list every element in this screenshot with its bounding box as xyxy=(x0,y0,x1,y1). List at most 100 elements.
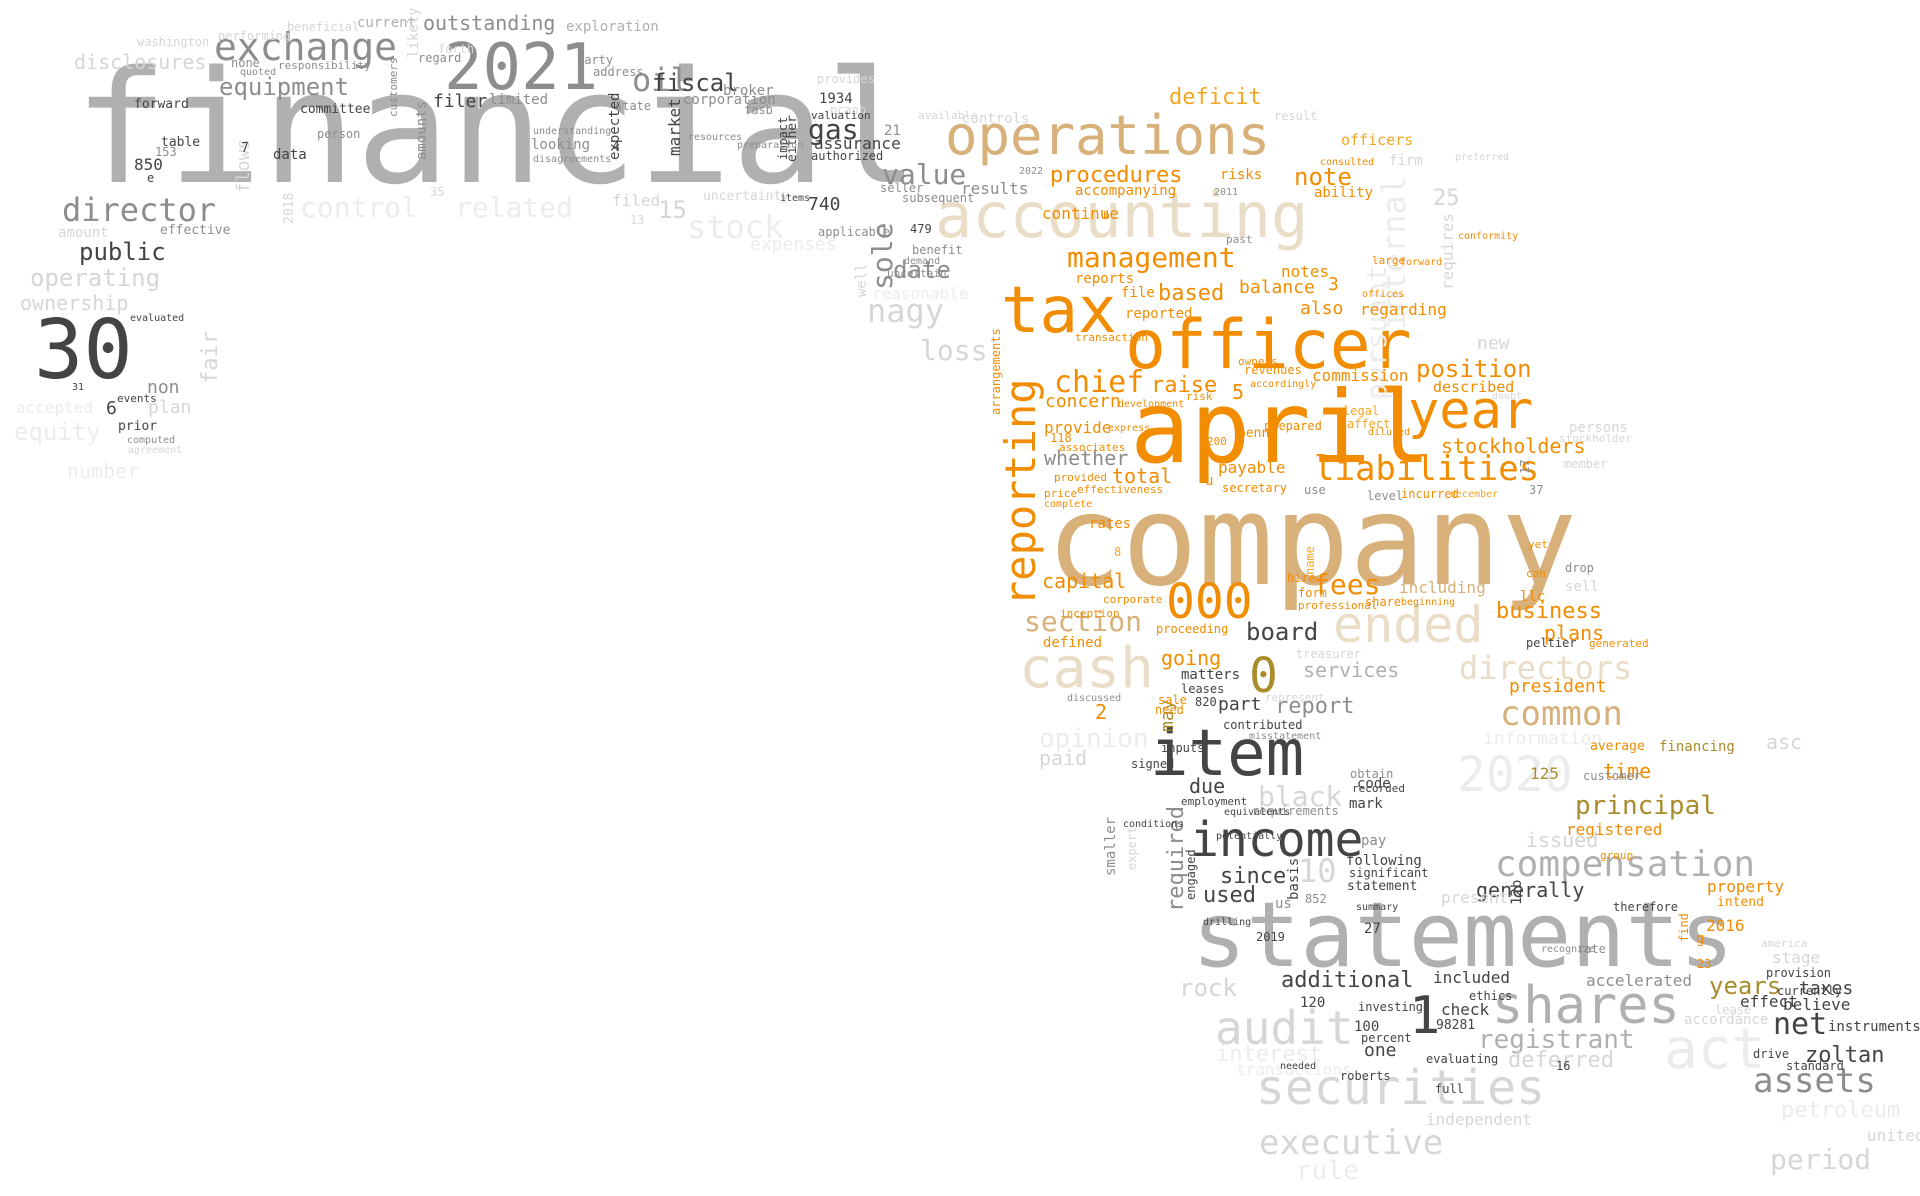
cloud-word-16: 16 xyxy=(1556,1059,1571,1073)
cloud-word-one: one xyxy=(1364,1040,1397,1061)
cloud-word-852: 852 xyxy=(1305,892,1327,906)
cloud-word-represent: represent xyxy=(1265,691,1325,704)
cloud-word-2011: 2011 xyxy=(1214,187,1239,198)
cloud-word-10: 10 xyxy=(1298,852,1337,890)
cloud-word-group: group xyxy=(1600,849,1634,862)
cloud-word-quoted: quoted xyxy=(240,67,277,78)
cloud-word-penny: penny xyxy=(1238,426,1278,441)
cloud-word-ownership: ownership xyxy=(20,291,129,315)
cloud-word-153: 153 xyxy=(155,145,177,159)
cloud-word-accompanying: accompanying xyxy=(1075,183,1177,199)
cloud-word-balance: balance xyxy=(1239,277,1315,298)
cloud-word-issued: issued xyxy=(1526,828,1599,852)
cloud-word-equipment: equipment xyxy=(219,73,350,101)
cloud-word-summary: summary xyxy=(1356,902,1399,913)
cloud-word-control2: controls xyxy=(962,111,1030,127)
cloud-word-audit: audit xyxy=(1215,1001,1354,1055)
cloud-word-rule: rule xyxy=(1296,1156,1359,1186)
cloud-word-accordingly: accordingly xyxy=(1250,379,1317,390)
cloud-word-arrangements: arrangements xyxy=(989,328,1003,415)
cloud-word-obtain: obtain xyxy=(1350,767,1394,781)
cloud-word-gas: gas xyxy=(808,113,859,146)
cloud-word-income: income xyxy=(1190,812,1364,868)
cloud-word-part: part xyxy=(1218,694,1262,715)
cloud-word-outstanding: outstanding xyxy=(423,11,556,35)
cloud-word-roberts: roberts xyxy=(1340,1069,1391,1083)
cloud-word-america: america xyxy=(1761,937,1808,950)
cloud-word-property: property xyxy=(1707,877,1785,896)
cloud-word-note: note xyxy=(1294,163,1352,191)
cloud-word-business: business xyxy=(1496,599,1602,624)
cloud-word-fiscal: fiscal xyxy=(652,69,739,97)
cloud-word-fasb: fasb xyxy=(744,103,773,117)
cloud-word-payable: payable xyxy=(1218,458,1286,477)
cloud-word-31: 31 xyxy=(72,382,85,393)
cloud-word-37: 37 xyxy=(1529,483,1544,497)
cloud-word-engaged: engaged xyxy=(1184,849,1198,900)
cloud-word-firm: firm xyxy=(1389,153,1423,169)
cloud-word-doubt: doubt xyxy=(1492,391,1523,402)
cloud-word-looking: looking xyxy=(531,137,591,153)
cloud-word-additional: additional xyxy=(1281,968,1414,993)
cloud-word-filer: filer xyxy=(433,91,488,112)
cloud-word-since: since xyxy=(1220,864,1287,889)
cloud-word-treasurer: treasurer xyxy=(1296,647,1362,661)
cloud-word-period: period xyxy=(1770,1143,1872,1176)
cloud-word-full: full xyxy=(1435,1082,1464,1096)
cloud-word-fair: fair xyxy=(198,331,223,384)
cloud-word-price: price xyxy=(1044,487,1078,500)
cloud-word-stockholder: stockholder xyxy=(1559,432,1632,445)
cloud-word-fees: fees xyxy=(1313,568,1381,601)
cloud-word-owners: owners xyxy=(1238,355,1278,368)
cloud-word-forward2: forward xyxy=(1400,257,1443,268)
cloud-word-2016: 2016 xyxy=(1706,916,1745,935)
cloud-word-opinion: opinion xyxy=(1039,724,1149,754)
cloud-word-public: public xyxy=(79,238,166,266)
cloud-word-120: 120 xyxy=(1300,995,1326,1011)
cloud-word-instruments: instruments xyxy=(1828,1019,1920,1035)
cloud-word-plan: plan xyxy=(148,397,192,418)
cloud-word-therefore: therefore xyxy=(1613,900,1679,914)
cloud-word-equity: equity xyxy=(14,418,101,446)
cloud-word-liabilities: liabilities xyxy=(1314,449,1540,489)
cloud-word-significant: significant xyxy=(1349,866,1429,880)
cloud-word-23: 23 xyxy=(1697,957,1712,971)
cloud-word-management: management xyxy=(1067,241,1236,274)
cloud-word-7: 7 xyxy=(241,141,249,156)
cloud-word-none: none xyxy=(231,56,260,70)
cloud-word-effect: effect xyxy=(1740,992,1798,1011)
cloud-word-currently: currently xyxy=(1777,984,1843,998)
cloud-word-large: large xyxy=(1372,254,1406,267)
cloud-word-valuation: valuation xyxy=(811,109,871,122)
cloud-word-35: 35 xyxy=(430,185,445,199)
cloud-word-can: can xyxy=(1526,567,1546,580)
cloud-word-98281: 98281 xyxy=(1436,1018,1476,1033)
cloud-word-3: 3 xyxy=(1328,274,1339,295)
cloud-word-control: control xyxy=(300,191,419,224)
cloud-word-contributed: contributed xyxy=(1223,718,1303,732)
cloud-word-generated: generated xyxy=(1589,637,1649,650)
cloud-word-zoltan: zoltan xyxy=(1805,1043,1885,1068)
cloud-word-executive: executive xyxy=(1259,1123,1444,1163)
cloud-word-provide: provide xyxy=(1044,418,1112,437)
cloud-word-use: use xyxy=(1304,483,1326,497)
cloud-word-intend: intend xyxy=(1717,895,1764,910)
cloud-word-performing: performing xyxy=(218,29,291,43)
cloud-word-act: act xyxy=(1664,1017,1766,1082)
cloud-word-percent: percent xyxy=(1361,1031,1412,1045)
cloud-word-beginning: beginning xyxy=(1401,597,1456,608)
cloud-word-based: based xyxy=(1158,281,1225,306)
cloud-word-27: 27 xyxy=(1364,921,1381,937)
cloud-word-regarding: regarding xyxy=(1360,300,1447,319)
cloud-word-prior: prior xyxy=(118,419,158,434)
cloud-word-position: position xyxy=(1416,355,1532,383)
cloud-word-united: united xyxy=(1867,1126,1920,1145)
cloud-word-registrant: registrant xyxy=(1478,1025,1635,1055)
cloud-word-820: 820 xyxy=(1195,695,1217,709)
cloud-word-rates: rates xyxy=(1089,516,1132,532)
cloud-word-479: 479 xyxy=(910,222,932,236)
cloud-word-reports: reports xyxy=(1075,271,1135,287)
cloud-word-investing: investing xyxy=(1358,1000,1424,1014)
cloud-word-employment: employment xyxy=(1181,795,1248,808)
